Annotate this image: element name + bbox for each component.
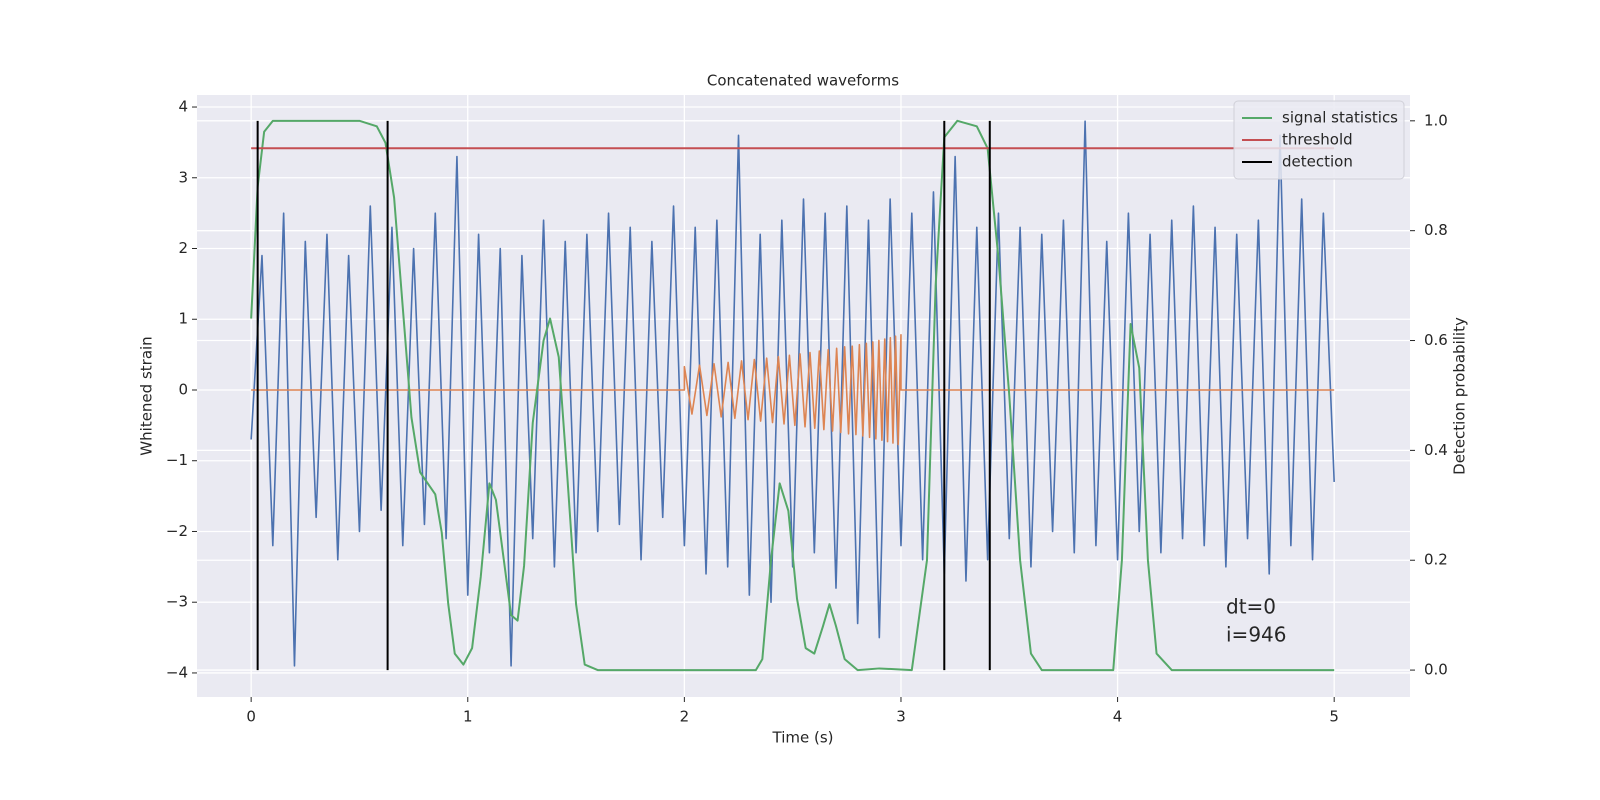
y-tick-label: 4	[178, 98, 188, 116]
plot	[250, 119, 1335, 672]
y-tick-label: −2	[166, 522, 188, 540]
series-line	[256, 120, 991, 671]
chart-title: Concatenated waveforms	[707, 72, 899, 90]
y-tick-label: 3	[178, 168, 188, 186]
y2-tick-label: 0.0	[1424, 661, 1448, 679]
y2-tick-label: 1.0	[1424, 111, 1448, 129]
annotation: i=946	[1226, 623, 1287, 647]
x-tick-label: 4	[1113, 708, 1123, 726]
annotation: dt=0	[1226, 595, 1276, 619]
y-tick-label: −1	[166, 451, 188, 469]
legend-label: threshold	[1282, 131, 1353, 149]
x-tick-label: 2	[680, 708, 690, 726]
y2-tick-label: 0.4	[1424, 441, 1448, 459]
y-tick-label: −4	[166, 663, 188, 681]
axes: 0 1 2 3 4 5 −4 −3 −2 −1 0 1 2 3 4 0.0 0.2 0.4 0.6 0.8 1.0 dt=…	[166, 98, 1448, 726]
y2-tick-label: 0.6	[1424, 331, 1448, 349]
series-line	[250, 119, 1335, 672]
legend-box	[1233, 100, 1405, 180]
y-tick-label: 0	[178, 380, 188, 398]
y-tick-label: −3	[166, 593, 188, 611]
y2-axis-label: Detection probability	[1451, 317, 1469, 475]
x-axis-label: Time (s)	[772, 729, 834, 747]
legend-label: detection	[1282, 153, 1353, 171]
y-axis-label: Whitened strain	[138, 336, 156, 455]
y-tick-label: 2	[178, 239, 188, 257]
x-tick-label: 0	[246, 708, 256, 726]
series-line	[251, 334, 1335, 446]
legend-label: signal statistics	[1282, 109, 1398, 127]
legend: signal statistics threshold detection	[1233, 100, 1405, 180]
x-tick-label: 5	[1329, 708, 1339, 726]
series-line	[250, 120, 1335, 667]
y-tick-label: 1	[178, 310, 188, 328]
y2-tick-label: 0.8	[1424, 221, 1448, 239]
x-tick-label: 3	[896, 708, 906, 726]
y2-tick-label: 0.2	[1424, 551, 1448, 569]
x-tick-label: 1	[463, 708, 473, 726]
